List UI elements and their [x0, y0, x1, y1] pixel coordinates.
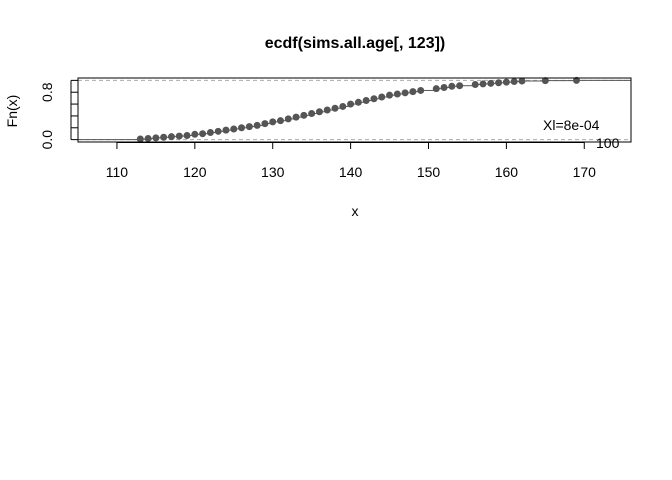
- ecdf-point: [370, 95, 378, 103]
- y-axis: 0.0 0.8: [39, 79, 78, 150]
- ecdf-point: [284, 115, 292, 123]
- ecdf-point: [300, 111, 308, 119]
- ecdf-point: [167, 133, 175, 141]
- ecdf-point: [409, 88, 417, 96]
- x-axis-label: x: [352, 203, 359, 219]
- x-tick-label: 150: [417, 164, 441, 180]
- ecdf-point: [331, 104, 339, 112]
- x-tick-label: 160: [495, 164, 519, 180]
- ecdf-point: [440, 83, 448, 91]
- ecdf-point: [502, 78, 510, 86]
- ecdf-point: [245, 123, 253, 131]
- ecdf-point: [315, 108, 323, 116]
- ecdf-point: [401, 89, 409, 97]
- ecdf-point: [432, 85, 440, 93]
- ecdf-point: [339, 102, 347, 110]
- ecdf-point: [199, 130, 207, 138]
- ecdf-point: [160, 133, 168, 141]
- ecdf-point: [238, 124, 246, 132]
- ecdf-point: [471, 81, 479, 89]
- y-axis-label: Fn(x): [4, 95, 20, 128]
- chart-title: ecdf(sims.all.age[, 123]): [265, 35, 446, 52]
- ecdf-point: [393, 90, 401, 98]
- y-tick-label: 0.0: [39, 130, 55, 150]
- ecdf-point: [518, 77, 526, 85]
- ecdf-point: [347, 100, 355, 108]
- annotation-label: Xl=8e-04: [543, 117, 600, 133]
- ecdf-point: [354, 98, 362, 106]
- ecdf-points: [136, 76, 580, 143]
- ecdf-point: [222, 126, 230, 134]
- ecdf-point: [572, 76, 580, 84]
- x-tick-label: 110: [106, 164, 129, 180]
- ecdf-point: [487, 79, 495, 87]
- ecdf-point: [183, 131, 191, 139]
- ecdf-point: [261, 120, 269, 128]
- ecdf-point: [479, 80, 487, 88]
- ecdf-point: [269, 118, 277, 126]
- ecdf-point: [417, 86, 425, 94]
- ecdf-point: [308, 110, 316, 118]
- x-tick-label: 130: [261, 164, 285, 180]
- ecdf-point: [277, 117, 285, 125]
- ecdf-point: [541, 77, 549, 85]
- ecdf-point: [152, 134, 160, 142]
- ecdf-point: [448, 82, 456, 90]
- annotation-partial-label: 100: [596, 135, 620, 151]
- x-tick-label: 170: [573, 164, 597, 180]
- ecdf-point: [323, 106, 331, 114]
- ecdf-point: [214, 127, 222, 135]
- y-tick-label: 0.8: [39, 82, 55, 102]
- ecdf-point: [510, 78, 518, 86]
- ecdf-point: [253, 121, 261, 129]
- ecdf-point: [495, 79, 503, 87]
- ecdf-point: [230, 125, 238, 133]
- ecdf-point: [386, 91, 394, 99]
- ecdf-point: [191, 130, 199, 138]
- ecdf-point: [456, 82, 464, 90]
- ecdf-point: [175, 132, 183, 140]
- ecdf-point: [136, 135, 144, 143]
- x-axis: 110 120 130 140 150 160 170: [106, 142, 596, 180]
- ecdf-point: [362, 97, 370, 105]
- ecdf-point: [378, 93, 386, 101]
- x-tick-label: 140: [339, 164, 363, 180]
- ecdf-point: [292, 113, 300, 121]
- x-tick-label: 120: [183, 164, 207, 180]
- ecdf-point: [206, 129, 214, 137]
- ecdf-point: [144, 134, 152, 142]
